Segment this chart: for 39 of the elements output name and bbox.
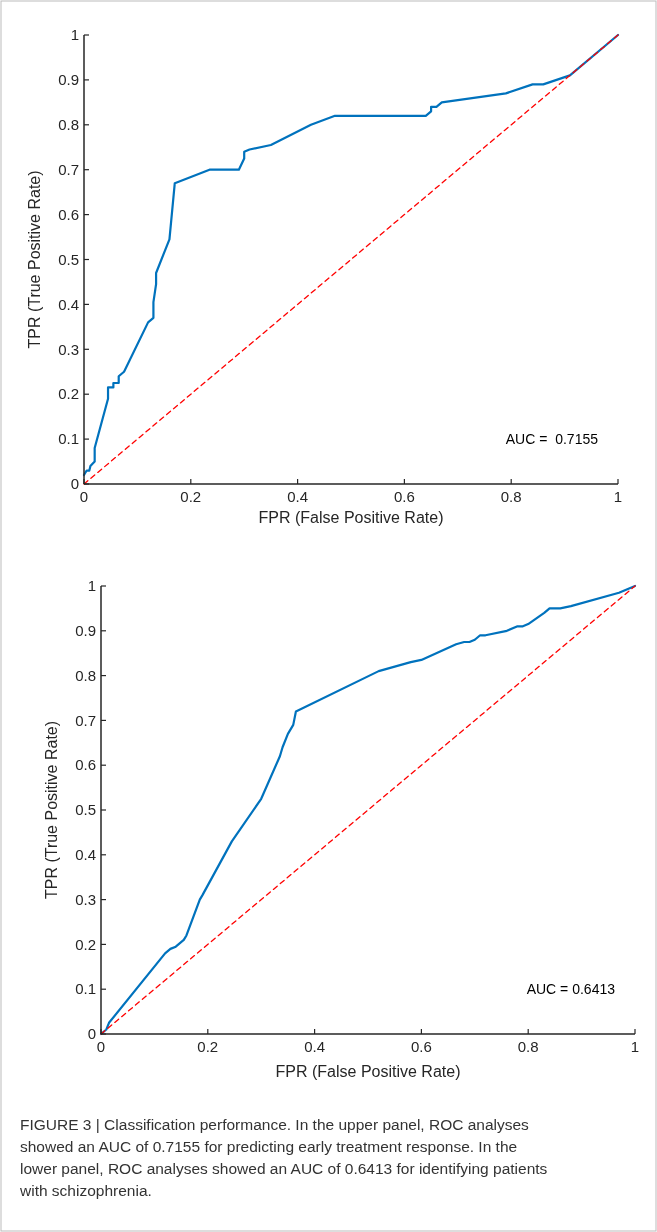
y-tick-label: 0.4	[58, 295, 79, 313]
x-tick-label: 0.6	[410, 1038, 432, 1055]
y-tick-label: 0	[70, 475, 79, 493]
y-tick-label: 0.8	[75, 666, 96, 684]
y-tick-label: 0.6	[58, 205, 79, 223]
y-tick-label: 0.1	[58, 430, 79, 448]
annotation: AUC = 0.7155	[505, 431, 599, 447]
annotation: AUC = 0.6413	[526, 981, 616, 997]
y-tick-label: 0.4	[75, 846, 96, 864]
y-tick-label: 0.3	[75, 890, 96, 908]
y-tick-label: 0.2	[58, 385, 79, 403]
y-tick-label: 0.5	[58, 250, 79, 268]
y-tick-label: 0.3	[58, 340, 79, 358]
x-tick-label: 0.8	[500, 488, 522, 505]
x-axis-title: FPR (False Positive Rate)	[258, 509, 444, 526]
x-tick-label: 0.4	[287, 488, 309, 505]
y-tick-label: 0.1	[75, 980, 96, 998]
x-tick-label: 1	[613, 488, 623, 505]
y-tick-label: 1	[87, 577, 96, 595]
y-axis-title: TPR (True Positive Rate)	[26, 170, 43, 349]
y-tick-label: 0.8	[58, 116, 79, 134]
y-tick-label: 0.6	[75, 756, 96, 774]
caption: FIGURE 3 | Classification performance. In the upper panel, ROC analyses showed an AUC of 0.7155 for predicting early treatment response. In the lower panel, ROC analyses showed an AUC of 0.6413 for identifying patients with schizophrenia.	[19, 1116, 548, 1199]
x-tick-label: 0.2	[180, 488, 202, 505]
y-tick-label: 0.2	[75, 935, 96, 953]
y-tick-label: 0.9	[58, 71, 79, 89]
x-axis-title: FPR (False Positive Rate)	[275, 1063, 461, 1080]
y-tick-label: 0.7	[58, 160, 79, 178]
y-tick-label: 0.9	[75, 622, 96, 640]
x-tick-label: 0.6	[393, 488, 415, 505]
y-tick-label: 0.7	[75, 711, 96, 729]
x-tick-label: 0.2	[197, 1038, 219, 1055]
x-tick-label: 0.4	[304, 1038, 326, 1055]
y-tick-label: 0	[87, 1025, 96, 1043]
y-tick-label: 1	[70, 26, 79, 44]
x-tick-label: 0.8	[517, 1038, 539, 1055]
x-tick-label: 1	[630, 1038, 640, 1055]
y-axis-title: TPR (True Positive Rate)	[43, 720, 60, 900]
y-tick-label: 0.5	[75, 801, 96, 819]
